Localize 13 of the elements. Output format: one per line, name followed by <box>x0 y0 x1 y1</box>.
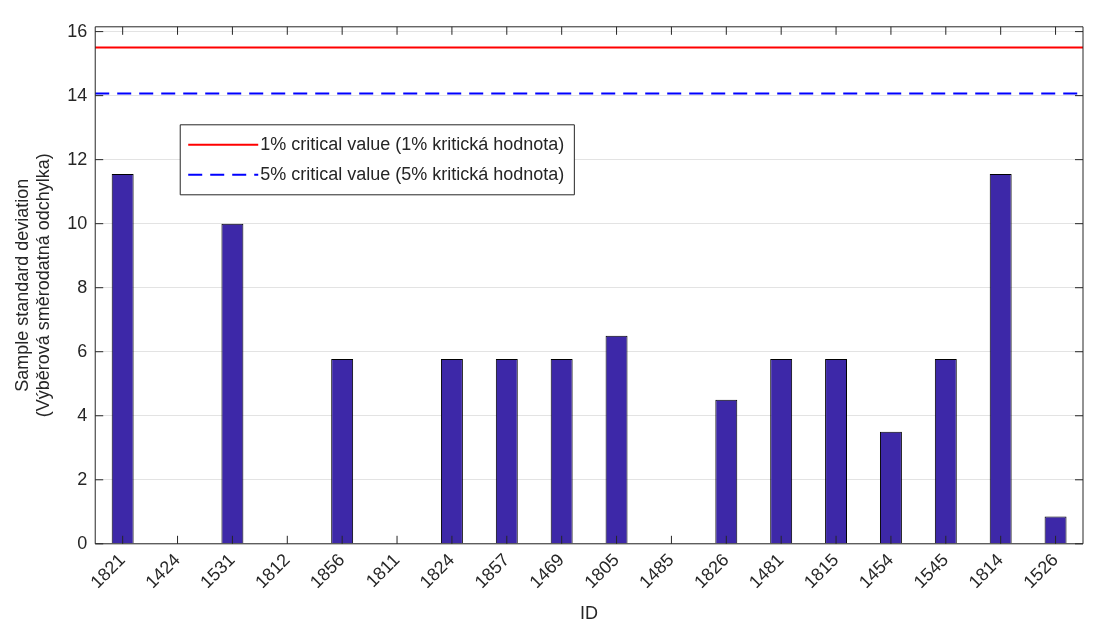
y-tick-label: 12 <box>67 148 88 169</box>
y-tick-label: 14 <box>67 84 88 105</box>
y-tick-label: 10 <box>67 212 88 233</box>
legend-label: 5% critical value (5% kritická hodnota) <box>260 163 565 184</box>
x-axis-title: ID <box>580 603 599 624</box>
y-tick-label: 0 <box>77 532 88 553</box>
legend-label: 1% critical value (1% kritická hodnota) <box>260 133 565 154</box>
y-tick-label: 8 <box>77 276 88 297</box>
y-axis-title: Sample standard deviation (Výběrová směrodatná odchylka) <box>11 153 54 418</box>
y-tick-label: 6 <box>77 340 88 361</box>
y-tick-label: 4 <box>77 404 88 425</box>
y-tick-label: 16 <box>67 20 88 41</box>
y-tick-label: 2 <box>77 468 88 489</box>
